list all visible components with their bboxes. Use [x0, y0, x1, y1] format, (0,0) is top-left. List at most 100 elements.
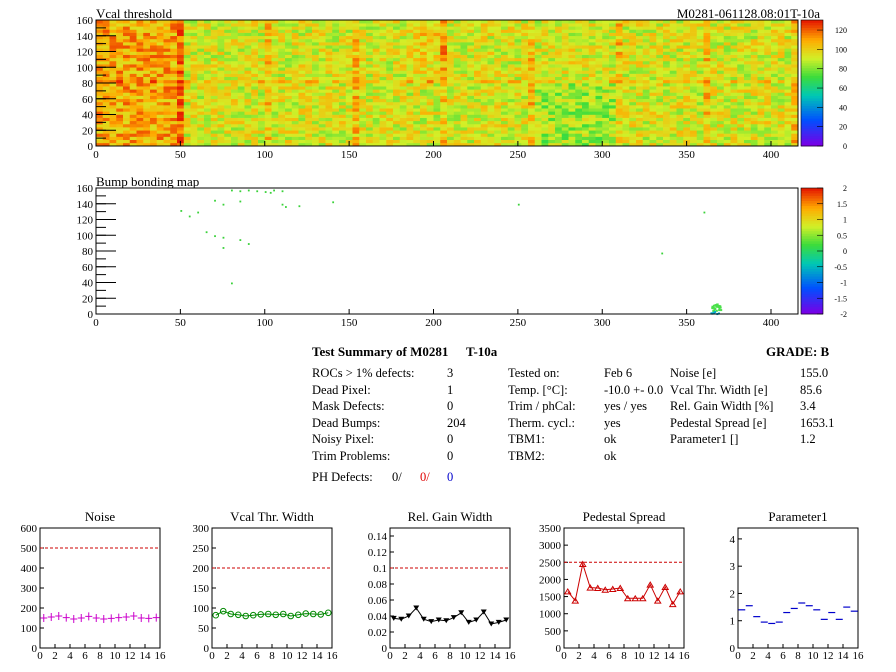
- color-scale-label: 20: [839, 123, 847, 132]
- ph-defects-label: PH Defects:: [312, 470, 373, 484]
- chart-x-tick-label: 14: [312, 650, 324, 662]
- chart-x-tick-label: 4: [67, 650, 73, 662]
- chart-x-tick-label: 10: [634, 650, 646, 662]
- map-y-tick-label: 140: [77, 31, 94, 43]
- data-point: [234, 611, 242, 619]
- data-point: [55, 612, 63, 620]
- bump-map-title: Bump bonding map: [96, 174, 199, 189]
- defect-row-label: Mask Defects:: [312, 399, 385, 413]
- chart-y-tick-label: 0: [730, 643, 736, 655]
- map-x-tick-label: 300: [594, 317, 611, 329]
- data-point: [390, 615, 397, 621]
- color-scale-label: 0: [843, 247, 847, 256]
- map-x-tick-label: 350: [678, 149, 695, 161]
- chart-y-tick-label: 2000: [539, 574, 562, 586]
- chart-title: Rel. Gain Width: [408, 509, 493, 524]
- data-point: [287, 612, 295, 620]
- chart-y-tick-label: 500: [21, 543, 38, 555]
- chart-frame: [389, 527, 511, 649]
- chart-y-tick-label: 0: [204, 643, 210, 655]
- map-x-tick-label: 0: [93, 317, 99, 329]
- chart-x-tick-label: 6: [432, 650, 438, 662]
- chart-x-tick-label: 0: [209, 650, 215, 662]
- color-scale-label: -0.5: [834, 263, 847, 272]
- map-y-tick-label: 120: [77, 47, 94, 59]
- data-point: [661, 583, 670, 590]
- map-x-tick-label: 200: [425, 317, 442, 329]
- defect-row-label: ROCs > 1% defects:: [312, 366, 415, 380]
- chart-x-tick-label: 2: [750, 650, 756, 662]
- condition-row-value: -10.0 +- 0.0: [604, 382, 664, 397]
- chart-y-tick-label: 600: [21, 523, 38, 535]
- data-point: [398, 616, 405, 622]
- result-row-label: Noise [e]: [670, 366, 717, 380]
- data-point: [137, 614, 145, 622]
- map-y-tick-label: 40: [82, 110, 94, 122]
- result-row-value: 1.2: [800, 432, 816, 446]
- chart-x-tick-label: 16: [327, 650, 339, 662]
- chart-y-tick-label: 300: [193, 523, 210, 535]
- data-point: [571, 597, 580, 604]
- data-point: [435, 617, 442, 623]
- data-point: [563, 587, 572, 595]
- map-y-tick-label: 60: [82, 94, 94, 106]
- chart-y-tick-label: 0.12: [368, 547, 387, 559]
- map-y-tick-label: 160: [77, 15, 94, 27]
- chart-y-tick-label: 0.04: [368, 611, 388, 623]
- data-point: [219, 607, 227, 615]
- chart-y-tick-label: 0.06: [368, 595, 388, 607]
- chart-y-tick-label: 1500: [539, 592, 562, 604]
- chart-x-tick-label: 8: [447, 650, 453, 662]
- chart-y-tick-label: 100: [193, 603, 210, 615]
- map-x-tick-label: 50: [175, 317, 187, 329]
- result-row-value: 85.6: [800, 382, 822, 397]
- result-row-label: Vcal Thr. Width [e]: [670, 382, 768, 397]
- data-point: [653, 597, 662, 604]
- data-point: [503, 617, 510, 623]
- result-row-value: 3.4: [800, 399, 816, 413]
- map-x-tick-label: 400: [763, 149, 780, 161]
- chart-x-tick-label: 4: [591, 650, 597, 662]
- chart-x-tick-label: 8: [795, 650, 801, 662]
- data-point: [616, 584, 625, 591]
- chart-y-tick-label: 3000: [539, 540, 562, 552]
- color-scale-label: 60: [839, 84, 847, 93]
- map-x-tick-label: 400: [763, 317, 780, 329]
- color-scale-label: -1: [840, 279, 847, 288]
- chart-x-tick-label: 0: [37, 650, 43, 662]
- condition-row-label: Tested on:: [508, 366, 560, 380]
- chart-x-tick-label: 16: [679, 650, 691, 662]
- chart-x-tick-label: 8: [269, 650, 275, 662]
- vcal-threshold-map: Vcal threshold M0281-061128.08:01T-10a 0…: [77, 6, 848, 161]
- chart-y-tick-label: 500: [545, 626, 562, 638]
- data-point: [212, 611, 220, 619]
- defect-row-value: 0: [447, 399, 454, 413]
- chart-title: Parameter1: [768, 509, 827, 524]
- chart-frame: [737, 527, 859, 649]
- chart-y-tick-label: 0.14: [368, 531, 388, 543]
- ph-defects-value-1: 0/: [392, 470, 402, 484]
- ph-defects-value-3: 0: [447, 470, 454, 484]
- chart-x-tick-label: 12: [125, 650, 136, 662]
- condition-row-value: Feb 6: [604, 366, 633, 380]
- data-point: [646, 581, 655, 588]
- chart-frame: [211, 527, 333, 649]
- chart-x-tick-label: 14: [838, 650, 850, 662]
- data-point: [47, 613, 55, 621]
- data-point: [100, 615, 108, 623]
- chart-title: Noise: [85, 509, 116, 524]
- chart-y-tick-label: 200: [21, 603, 38, 615]
- defect-row-label: Dead Pixel:: [312, 382, 371, 397]
- grade-label: GRADE: B: [766, 344, 830, 359]
- chart-x-tick-label: 6: [254, 650, 260, 662]
- map-y-tick-label: 160: [77, 183, 94, 195]
- result-row-value: 1653.1: [800, 415, 835, 430]
- chart-y-tick-label: 0.1: [373, 563, 387, 575]
- data-point: [152, 613, 160, 622]
- chart-y-tick-label: 0: [382, 643, 388, 655]
- defect-row-label: Noisy Pixel:: [312, 432, 375, 446]
- chart-y-tick-label: 250: [193, 543, 210, 555]
